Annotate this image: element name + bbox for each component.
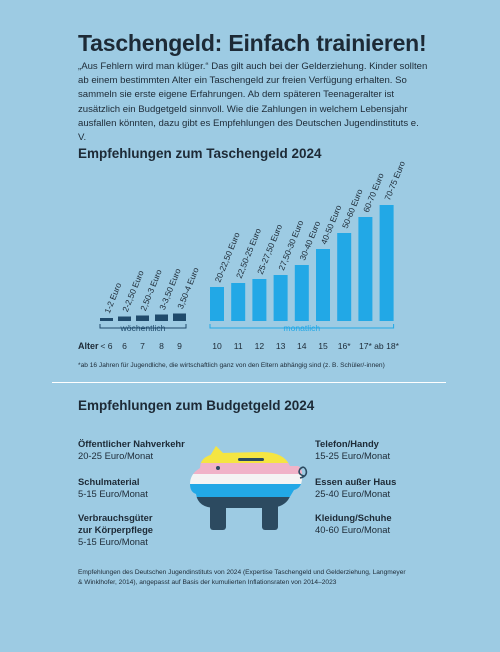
budget-item-essen: Essen außer Haus 25-40 Euro/Monat [315,476,396,500]
bar-weekly [173,313,186,321]
budget-value: 5-15 Euro/Monat [78,536,148,547]
tick-label: 13 [276,341,286,351]
tick-label: 11 [234,341,243,351]
pig-ear [210,446,226,456]
divider [52,382,446,383]
page-title: Taschengeld: Einfach trainieren! [78,30,427,56]
bar-monthly [252,279,267,321]
heading-budgetgeld: Empfehlungen zum Budgetgeld 2024 [78,398,315,413]
group-label-weekly: wöchentlich [120,323,166,333]
tick-label: 16* [338,341,352,351]
budget-label: Essen außer Haus [315,476,397,487]
bar-weekly [155,314,168,321]
bar-monthly [379,205,394,321]
tick-label: 14 [297,341,307,351]
pig-leg [262,504,278,530]
tick-label: 17* [359,341,373,351]
budget-item-kleidung: Kleidung/Schuhe 40-60 Euro/Monat [315,512,392,536]
pig-body [190,452,303,508]
coin-slot [238,458,264,461]
budget-item-schulmaterial: Schulmaterial 5-15 Euro/Monat [78,476,148,500]
bar-weekly [136,315,149,321]
tick-label: 9 [177,341,182,351]
group-label-monthly: monatlich [283,323,320,333]
intro-text: „Aus Fehlern wird man klüger.“ Das gilt … [78,61,428,144]
budget-value: 15-25 Euro/Monat [315,450,391,461]
tick-label: 10 [212,341,222,351]
bar-weekly [118,316,131,321]
budget-item-nahverkehr: Öffentlicher Nahverkehr 20-25 Euro/Monat [78,438,185,462]
pig-eye [216,466,220,470]
bracket-weekly [99,324,187,329]
bar-monthly [358,217,373,321]
budget-value: 5-15 Euro/Monat [78,488,148,499]
bracket-monthly [209,324,395,329]
tick-label: 6 [122,341,127,351]
source-note: Empfehlungen des Deutschen Jugendinstitu… [78,569,406,586]
budget-value: 40-60 Euro/Monat [315,524,391,535]
footnote: *ab 16 Jahren für Jugendliche, die wirts… [78,362,385,369]
budget-item-telefon: Telefon/Handy 15-25 Euro/Monat [315,438,390,462]
pig-leg [210,504,226,530]
bar-monthly [316,249,330,321]
data-label: 70-75 Euro [382,160,407,202]
axis-label: Alter [78,341,99,351]
tick-label: ab 18* [374,341,400,351]
heading-taschengeld: Empfehlungen zum Taschengeld 2024 [78,146,322,161]
budget-item-koerperpflege: Verbrauchsgüter zur Körperpflege 5-15 Eu… [78,512,153,548]
budget-label: Telefon/Handy [315,438,379,449]
pig-tail [298,466,308,479]
budget-value: 25-40 Euro/Monat [315,488,391,499]
tick-label: 15 [318,341,328,351]
tick-label: 12 [255,341,265,351]
budget-value: 20-25 Euro/Monat [78,450,154,461]
piggy-bank-icon [190,446,308,530]
budget-label: Öffentlicher Nahverkehr [78,438,185,449]
tick-label: 8 [159,341,164,351]
bar-monthly [337,233,352,321]
bar-monthly [273,275,288,321]
budget-label: Schulmaterial [78,476,140,487]
bar-monthly [231,283,246,321]
bar-monthly [294,265,309,321]
budget-label-line2: zur Körperpflege [78,524,154,535]
bar-weekly [100,318,113,321]
tick-label: < 6 [100,341,112,351]
tick-label: 7 [140,341,145,351]
budget-label-line1: Verbrauchsgüter [78,512,153,523]
bar-monthly [210,287,224,321]
budget-label: Kleidung/Schuhe [315,512,392,523]
